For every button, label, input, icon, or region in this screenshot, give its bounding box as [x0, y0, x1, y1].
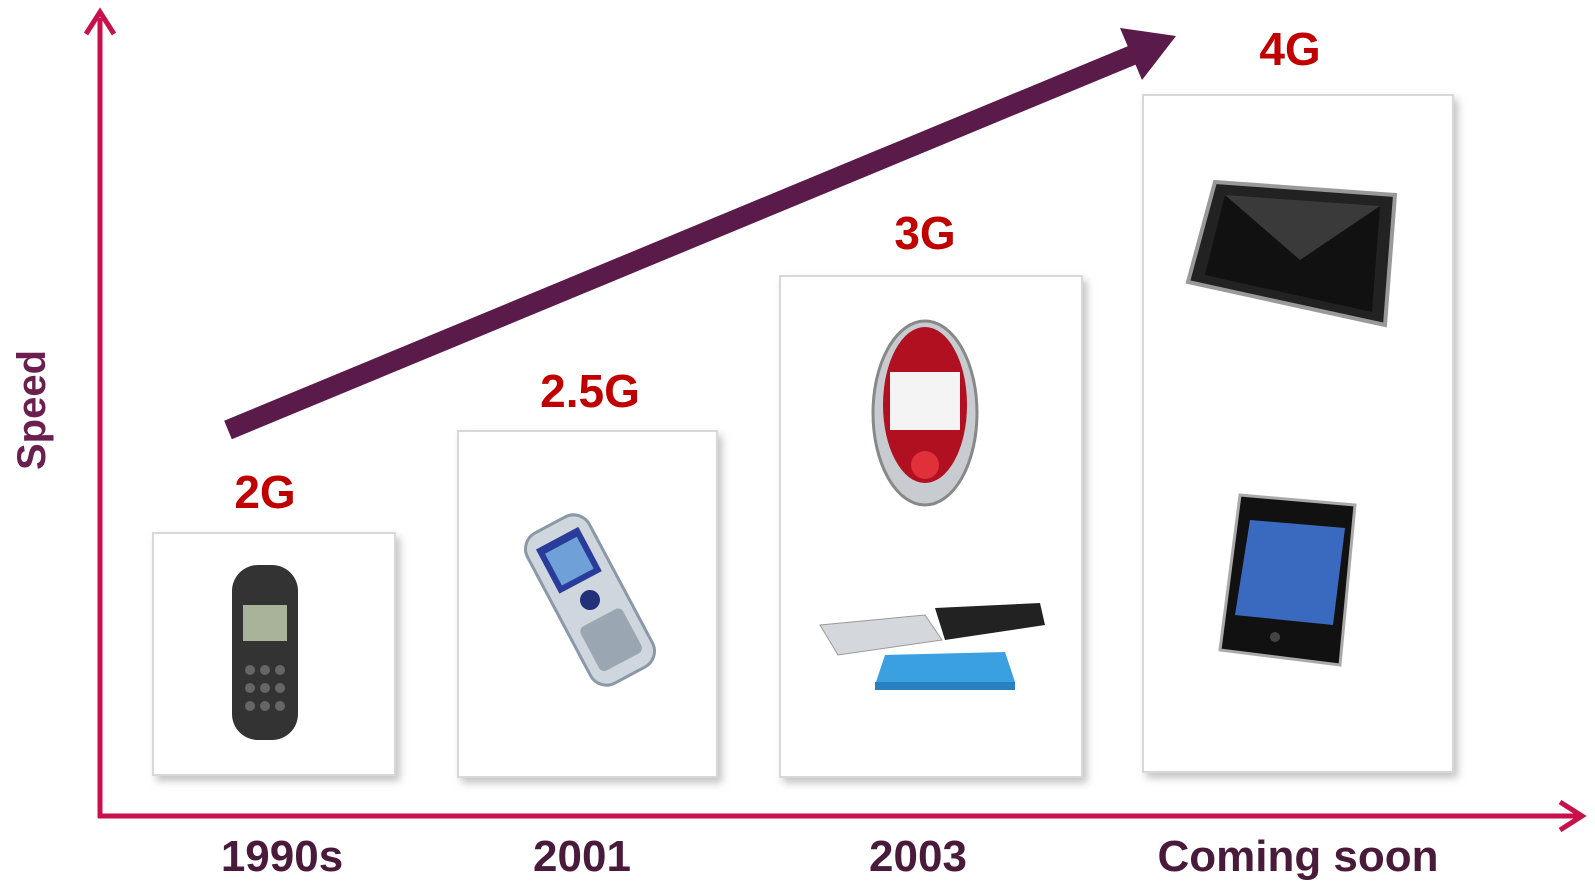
- stage-label: 3G: [894, 207, 955, 259]
- tablet: [1185, 179, 1398, 328]
- stage-period: Coming soon: [1157, 832, 1438, 881]
- trend-arrow: [224, 42, 1144, 440]
- stage-label: 4G: [1259, 23, 1320, 75]
- trend-arrow-head: [1120, 28, 1176, 80]
- x-axis-arrow: [1558, 799, 1587, 833]
- siemens-phone: [871, 319, 979, 507]
- sony-ericsson-phone: [524, 513, 656, 687]
- netbooks: [819, 603, 1045, 690]
- stage-period: 1990s: [221, 832, 343, 881]
- nokia-phone: [232, 565, 298, 740]
- stage-label: 2G: [234, 466, 295, 518]
- iphone: [1218, 493, 1357, 667]
- stage-period: 2003: [869, 832, 967, 881]
- stage-label: 2.5G: [540, 365, 640, 417]
- y-axis-arrow: [83, 7, 117, 36]
- y-axis-label: Speed: [10, 350, 54, 470]
- stage-period: 2001: [533, 832, 631, 881]
